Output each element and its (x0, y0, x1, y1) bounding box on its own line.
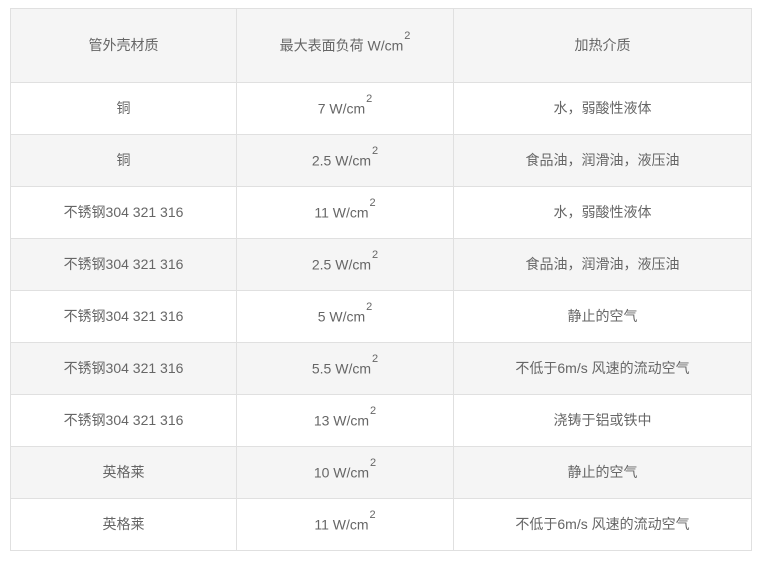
load-superscript: 2 (369, 508, 376, 521)
load-superscript: 2 (366, 300, 373, 313)
surface-load-spec-table: 管外壳材质 最大表面负荷 W/cm2 加热介质 铜 7 W/cm2 水，弱酸性液… (10, 8, 752, 551)
load-superscript: 2 (370, 456, 377, 469)
load-value: 10 W/cm (313, 464, 370, 481)
load-value: 7 W/cm (317, 100, 366, 117)
medium-cell: 静止的空气 (453, 290, 752, 343)
load-cell: 7 W/cm2 (236, 82, 454, 135)
load-value: 2.5 W/cm (311, 256, 371, 273)
load-cell: 5 W/cm2 (236, 290, 454, 343)
table-row: 铜 2.5 W/cm2 食品油，润滑油，液压油 (10, 134, 752, 187)
table-row: 不锈钢304 321 316 11 W/cm2 水，弱酸性液体 (10, 186, 752, 239)
load-cell: 11 W/cm2 (236, 498, 454, 551)
medium-cell: 不低于6m/s 风速的流动空气 (453, 498, 752, 551)
table-body: 铜 7 W/cm2 水，弱酸性液体 铜 2.5 W/cm2 食品油，润滑油，液压… (10, 82, 752, 551)
header-load-text: 最大表面负荷 W/cm (279, 37, 404, 54)
table-row: 不锈钢304 321 316 5.5 W/cm2 不低于6m/s 风速的流动空气 (10, 342, 752, 395)
header-load-superscript: 2 (404, 29, 411, 42)
material-cell: 不锈钢304 321 316 (10, 290, 237, 343)
load-superscript: 2 (370, 404, 377, 417)
load-superscript: 2 (372, 248, 379, 261)
load-superscript: 2 (369, 196, 376, 209)
medium-cell: 静止的空气 (453, 446, 752, 499)
load-value: 5.5 W/cm (311, 360, 371, 377)
load-value: 11 W/cm (314, 204, 369, 221)
load-value: 11 W/cm (314, 516, 369, 533)
header-load: 最大表面负荷 W/cm2 (236, 8, 454, 83)
load-superscript: 2 (372, 352, 379, 365)
header-medium: 加热介质 (453, 8, 752, 83)
load-superscript: 2 (372, 144, 379, 157)
table-row: 不锈钢304 321 316 2.5 W/cm2 食品油，润滑油，液压油 (10, 238, 752, 291)
material-cell: 不锈钢304 321 316 (10, 238, 237, 291)
load-superscript: 2 (366, 92, 373, 105)
medium-cell: 浇铸于铝或铁中 (453, 394, 752, 447)
load-value: 13 W/cm (313, 412, 370, 429)
medium-cell: 食品油，润滑油，液压油 (453, 134, 752, 187)
material-cell: 英格莱 (10, 498, 237, 551)
spec-table-container: 管外壳材质 最大表面负荷 W/cm2 加热介质 铜 7 W/cm2 水，弱酸性液… (10, 8, 752, 551)
table-row: 不锈钢304 321 316 5 W/cm2 静止的空气 (10, 290, 752, 343)
load-cell: 10 W/cm2 (236, 446, 454, 499)
medium-cell: 不低于6m/s 风速的流动空气 (453, 342, 752, 395)
load-cell: 13 W/cm2 (236, 394, 454, 447)
material-cell: 不锈钢304 321 316 (10, 186, 237, 239)
table-header: 管外壳材质 最大表面负荷 W/cm2 加热介质 (10, 8, 752, 83)
load-cell: 11 W/cm2 (236, 186, 454, 239)
load-value: 2.5 W/cm (311, 152, 371, 169)
table-row: 不锈钢304 321 316 13 W/cm2 浇铸于铝或铁中 (10, 394, 752, 447)
header-material: 管外壳材质 (10, 8, 237, 83)
load-cell: 5.5 W/cm2 (236, 342, 454, 395)
table-row: 英格莱 10 W/cm2 静止的空气 (10, 446, 752, 499)
load-value: 5 W/cm (317, 308, 366, 325)
header-row: 管外壳材质 最大表面负荷 W/cm2 加热介质 (10, 8, 752, 83)
material-cell: 英格莱 (10, 446, 237, 499)
load-cell: 2.5 W/cm2 (236, 134, 454, 187)
material-cell: 铜 (10, 82, 237, 135)
medium-cell: 食品油，润滑油，液压油 (453, 238, 752, 291)
material-cell: 不锈钢304 321 316 (10, 394, 237, 447)
table-row: 铜 7 W/cm2 水，弱酸性液体 (10, 82, 752, 135)
medium-cell: 水，弱酸性液体 (453, 82, 752, 135)
material-cell: 不锈钢304 321 316 (10, 342, 237, 395)
medium-cell: 水，弱酸性液体 (453, 186, 752, 239)
load-cell: 2.5 W/cm2 (236, 238, 454, 291)
table-row: 英格莱 11 W/cm2 不低于6m/s 风速的流动空气 (10, 498, 752, 551)
material-cell: 铜 (10, 134, 237, 187)
